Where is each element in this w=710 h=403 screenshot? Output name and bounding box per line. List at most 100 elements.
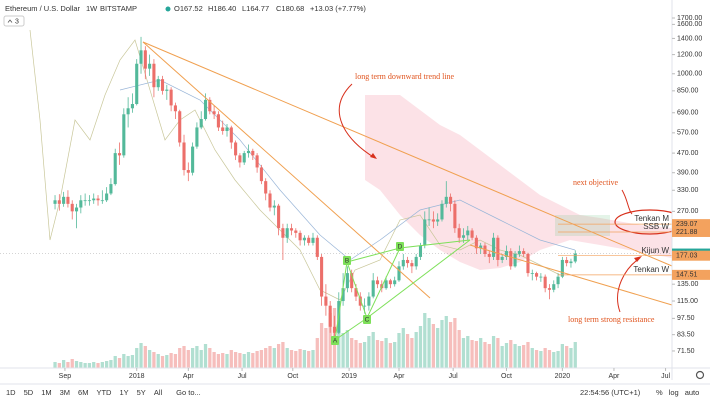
volume-bar xyxy=(453,318,457,368)
candle-body xyxy=(517,251,521,254)
volume-bar xyxy=(354,340,358,368)
range-button[interactable]: 3M xyxy=(60,388,70,397)
level-box xyxy=(672,269,710,280)
volume-bar xyxy=(491,336,496,368)
volume-bar xyxy=(526,342,530,368)
scale-button[interactable]: log xyxy=(669,388,679,397)
range-button[interactable]: All xyxy=(154,388,163,397)
volume-bar xyxy=(74,361,79,368)
volume-bar xyxy=(96,363,100,368)
candle-body xyxy=(70,203,74,212)
y-tick-label: 570.00 xyxy=(677,130,699,137)
y-tick-label: 115.00 xyxy=(677,298,698,305)
volume-bar xyxy=(530,348,534,368)
volume-bar xyxy=(405,334,410,368)
candle-body xyxy=(479,245,483,249)
range-button[interactable]: 5D xyxy=(24,388,34,397)
toolbar: Go to... 22:54:56 (UTC+1) 1D 5D 1M 3M 6M YTD 1… xyxy=(6,388,699,397)
ohlc-value: +13.03 (+7.77%) xyxy=(310,4,366,13)
candle-body xyxy=(307,237,311,243)
candle-body xyxy=(139,50,143,64)
x-tick-label: Apr xyxy=(394,373,406,380)
candle-body xyxy=(109,184,113,194)
y-tick-label: 71.50 xyxy=(677,348,695,355)
candle-body xyxy=(513,253,517,267)
range-button[interactable]: 1D xyxy=(6,388,16,397)
candle-body xyxy=(285,228,289,238)
volume-bar xyxy=(560,344,564,368)
candle-body xyxy=(453,203,457,229)
volume-bar xyxy=(186,350,190,368)
volume-bar xyxy=(242,354,246,368)
volume-bar xyxy=(281,342,285,368)
volume-bar xyxy=(367,336,371,368)
candle-body xyxy=(264,181,268,194)
volume-bar xyxy=(319,323,324,368)
candle-body xyxy=(496,237,500,260)
candle-body xyxy=(388,280,392,285)
volume-bar xyxy=(440,320,444,368)
x-tick-label: Apr xyxy=(183,373,195,380)
volume-bar xyxy=(212,352,216,368)
volume-bar xyxy=(182,346,186,368)
volume-bar xyxy=(156,354,160,368)
candle-body xyxy=(311,237,315,243)
scale-button[interactable]: auto xyxy=(685,388,700,397)
y-tick-label: 1200.00 xyxy=(677,51,702,58)
candle-body xyxy=(436,219,440,222)
indicators-toggle[interactable] xyxy=(3,15,25,27)
candle-body xyxy=(526,253,530,274)
candle-body xyxy=(504,251,509,257)
pattern-label-box xyxy=(343,256,351,265)
candle-body xyxy=(173,105,177,112)
go-to[interactable]: Go to... xyxy=(176,388,201,397)
volume-bar xyxy=(87,363,92,368)
level-value: 147.51 xyxy=(676,272,698,279)
volume-bar xyxy=(315,338,319,368)
volume-bar xyxy=(487,344,491,368)
y-tick-label: 1400.00 xyxy=(677,35,702,42)
candle-body xyxy=(418,245,423,257)
y-tick-label: 97.50 xyxy=(677,315,695,322)
range-button[interactable]: YTD xyxy=(96,388,112,397)
candle-body xyxy=(393,280,397,285)
candle-body xyxy=(354,288,358,297)
volume-bar xyxy=(401,328,405,368)
x-tick-label: Jul xyxy=(661,373,670,380)
volume-bar xyxy=(479,338,483,368)
candle-body xyxy=(92,198,96,201)
volume-bar xyxy=(483,342,487,368)
volume-bar xyxy=(513,344,517,368)
header: Ethereum / U.S. Dollar 1W BITSTAMP 3 O16… xyxy=(3,4,366,27)
volume-bar xyxy=(272,348,276,368)
pattern-label-box xyxy=(396,242,404,251)
volume-bar xyxy=(135,348,139,368)
range-button[interactable]: 1Y xyxy=(119,388,128,397)
volume-bar xyxy=(461,338,466,368)
settings-icon[interactable] xyxy=(695,370,705,380)
candle-body xyxy=(302,237,306,241)
scale-button[interactable]: % xyxy=(656,388,663,397)
volume-bar xyxy=(238,353,242,368)
candle-body xyxy=(156,79,160,88)
volume-bar xyxy=(70,359,74,368)
settings-button[interactable] xyxy=(695,370,705,380)
volume-bar xyxy=(565,346,569,368)
range-button[interactable]: 1M xyxy=(41,388,51,397)
trend-line xyxy=(142,41,673,267)
range-button[interactable]: 5Y xyxy=(137,388,146,397)
range-button[interactable]: 6M xyxy=(78,388,88,397)
candle-body xyxy=(552,284,556,290)
candle-body xyxy=(457,228,461,238)
candle-body xyxy=(152,63,156,88)
candle-body xyxy=(320,256,324,297)
volume-bar xyxy=(173,354,178,368)
candle-body xyxy=(234,142,238,156)
indicator-count[interactable]: 3 xyxy=(15,18,19,25)
x-tick-label: 2019 xyxy=(341,373,357,380)
x-tick-label: Oct xyxy=(501,373,512,380)
price-axis xyxy=(672,0,710,380)
volume-bar xyxy=(358,343,362,368)
volume-bar xyxy=(423,313,427,368)
